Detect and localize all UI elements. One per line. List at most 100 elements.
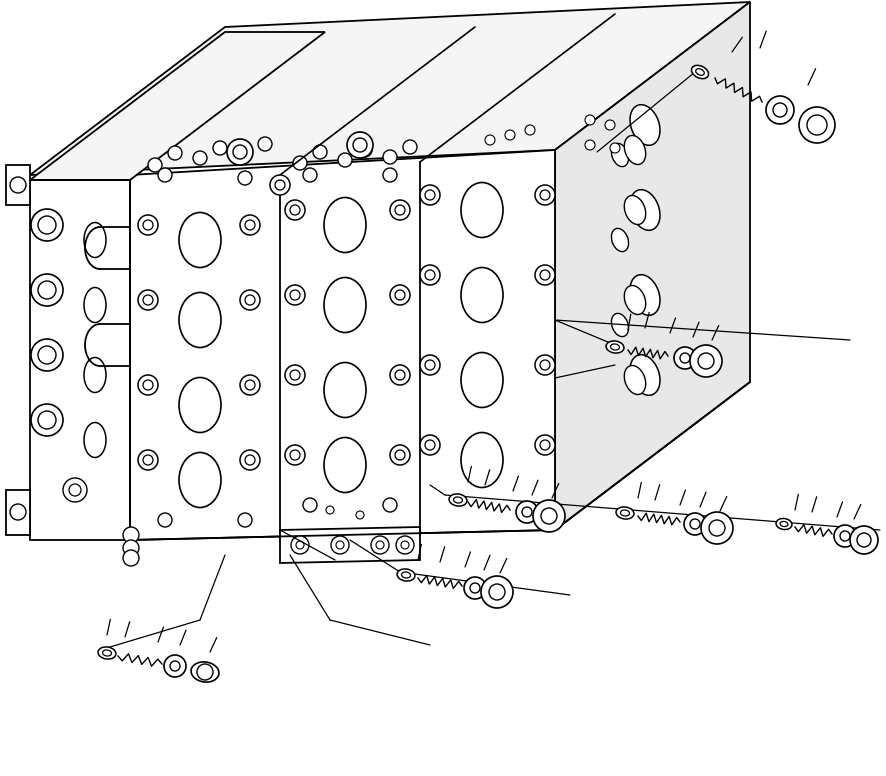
Circle shape: [138, 290, 158, 310]
Circle shape: [383, 168, 397, 182]
Circle shape: [540, 360, 549, 370]
Ellipse shape: [629, 105, 659, 145]
Circle shape: [534, 435, 555, 455]
Circle shape: [284, 200, 305, 220]
Ellipse shape: [461, 268, 502, 323]
Circle shape: [10, 504, 26, 520]
Ellipse shape: [98, 647, 116, 659]
Circle shape: [390, 365, 409, 385]
Circle shape: [290, 370, 299, 380]
Ellipse shape: [179, 452, 221, 508]
Ellipse shape: [629, 189, 659, 230]
Ellipse shape: [461, 352, 502, 407]
Circle shape: [355, 511, 363, 519]
Circle shape: [798, 107, 834, 143]
Ellipse shape: [179, 213, 221, 268]
Circle shape: [292, 156, 307, 170]
Circle shape: [839, 531, 849, 541]
Circle shape: [833, 525, 855, 547]
Circle shape: [480, 576, 512, 608]
Circle shape: [148, 158, 162, 172]
Ellipse shape: [179, 377, 221, 432]
Circle shape: [420, 185, 439, 205]
Ellipse shape: [610, 144, 628, 167]
Circle shape: [326, 506, 334, 514]
Circle shape: [700, 512, 732, 544]
Circle shape: [540, 190, 549, 200]
Circle shape: [402, 140, 416, 154]
Circle shape: [290, 290, 299, 300]
Polygon shape: [6, 165, 30, 205]
Circle shape: [245, 455, 254, 465]
Circle shape: [213, 141, 227, 155]
Circle shape: [394, 205, 405, 215]
Circle shape: [683, 513, 705, 535]
Ellipse shape: [610, 228, 628, 251]
Circle shape: [856, 533, 870, 547]
Circle shape: [420, 435, 439, 455]
Circle shape: [143, 220, 152, 230]
Ellipse shape: [629, 355, 659, 395]
Circle shape: [534, 185, 555, 205]
Polygon shape: [555, 2, 750, 530]
Ellipse shape: [323, 362, 366, 417]
Circle shape: [330, 536, 348, 554]
Circle shape: [240, 375, 260, 395]
Ellipse shape: [84, 287, 106, 323]
Ellipse shape: [620, 510, 629, 516]
Circle shape: [10, 177, 26, 193]
Circle shape: [170, 661, 180, 671]
Circle shape: [697, 353, 713, 369]
Circle shape: [390, 200, 409, 220]
Polygon shape: [30, 2, 750, 175]
Circle shape: [123, 527, 139, 543]
Circle shape: [123, 550, 139, 566]
Circle shape: [420, 355, 439, 375]
Circle shape: [689, 519, 699, 529]
Circle shape: [463, 577, 486, 599]
Ellipse shape: [624, 136, 645, 165]
Ellipse shape: [629, 275, 659, 315]
Circle shape: [123, 540, 139, 556]
Circle shape: [400, 541, 408, 549]
Ellipse shape: [84, 422, 106, 458]
Circle shape: [245, 220, 254, 230]
Circle shape: [240, 290, 260, 310]
Ellipse shape: [605, 341, 623, 353]
Circle shape: [534, 355, 555, 375]
Circle shape: [532, 500, 564, 532]
Circle shape: [610, 143, 619, 153]
Circle shape: [31, 404, 63, 436]
Ellipse shape: [461, 182, 502, 237]
Circle shape: [197, 664, 213, 680]
Ellipse shape: [461, 432, 502, 487]
Ellipse shape: [453, 497, 462, 503]
Circle shape: [269, 175, 290, 195]
Circle shape: [424, 360, 434, 370]
Circle shape: [38, 346, 56, 364]
Polygon shape: [30, 32, 324, 180]
Circle shape: [240, 450, 260, 470]
Circle shape: [390, 285, 409, 305]
Circle shape: [138, 215, 158, 235]
Circle shape: [390, 445, 409, 465]
Circle shape: [353, 138, 367, 152]
Ellipse shape: [624, 365, 645, 394]
Circle shape: [424, 270, 434, 280]
Ellipse shape: [190, 662, 219, 682]
Circle shape: [303, 168, 316, 182]
Ellipse shape: [323, 198, 366, 252]
Polygon shape: [6, 490, 30, 535]
Circle shape: [303, 498, 316, 512]
Ellipse shape: [775, 518, 791, 529]
Circle shape: [525, 125, 534, 135]
Circle shape: [766, 96, 793, 124]
Ellipse shape: [397, 569, 415, 581]
Circle shape: [284, 365, 305, 385]
Circle shape: [143, 455, 152, 465]
Circle shape: [383, 150, 397, 164]
Circle shape: [143, 295, 152, 305]
Circle shape: [63, 478, 87, 502]
Circle shape: [395, 536, 414, 554]
Ellipse shape: [695, 69, 703, 75]
